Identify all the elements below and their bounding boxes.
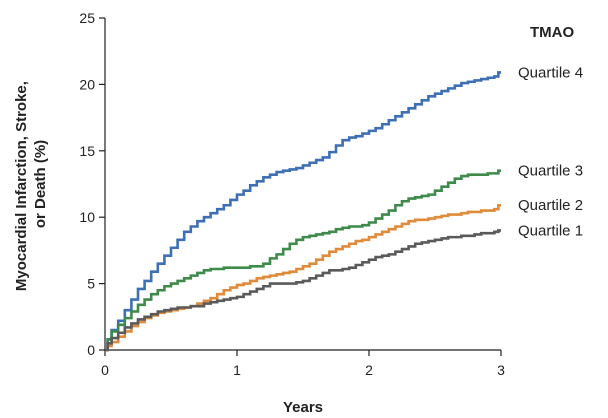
series-line-quartile-4 bbox=[105, 71, 501, 352]
x-tick-label: 0 bbox=[101, 362, 109, 378]
series-line-quartile-3 bbox=[105, 169, 501, 352]
y-tick-label: 20 bbox=[79, 76, 95, 92]
x-axis-title: Years bbox=[283, 399, 323, 416]
series-label-quartile-4: Quartile 4 bbox=[518, 64, 583, 81]
y-tick-label: 25 bbox=[79, 10, 95, 26]
series-labels: Quartile 4 Quartile 3 Quartile 2 Quartile 1 bbox=[518, 64, 583, 239]
x-tick-label: 3 bbox=[497, 362, 505, 378]
series-label-quartile-1: Quartile 1 bbox=[518, 222, 583, 239]
x-tick-label: 1 bbox=[233, 362, 241, 378]
y-axis-title: Myocardial Infarction, Stroke, or Death … bbox=[13, 77, 49, 291]
series-label-quartile-3: Quartile 3 bbox=[518, 163, 583, 180]
y-tick-label: 5 bbox=[87, 276, 95, 292]
series-label-quartile-2: Quartile 2 bbox=[518, 197, 583, 214]
y-tick-label: 10 bbox=[79, 209, 95, 225]
series-line-quartile-2 bbox=[105, 203, 501, 352]
x-tick-label: 2 bbox=[365, 362, 373, 378]
legend-title: TMAO bbox=[530, 24, 574, 41]
x-ticks: 0 1 2 3 bbox=[101, 350, 505, 378]
series-lines bbox=[105, 71, 501, 352]
series-line-quartile-1 bbox=[105, 229, 501, 352]
y-axis-title-line-1: Myocardial Infarction, Stroke, bbox=[13, 81, 30, 291]
axes bbox=[104, 18, 501, 351]
y-ticks: 0 5 10 15 20 25 bbox=[79, 10, 105, 358]
y-tick-label: 15 bbox=[79, 143, 95, 159]
y-tick-label: 0 bbox=[87, 342, 95, 358]
y-axis-title-line-2: or Death (%) bbox=[32, 140, 49, 228]
